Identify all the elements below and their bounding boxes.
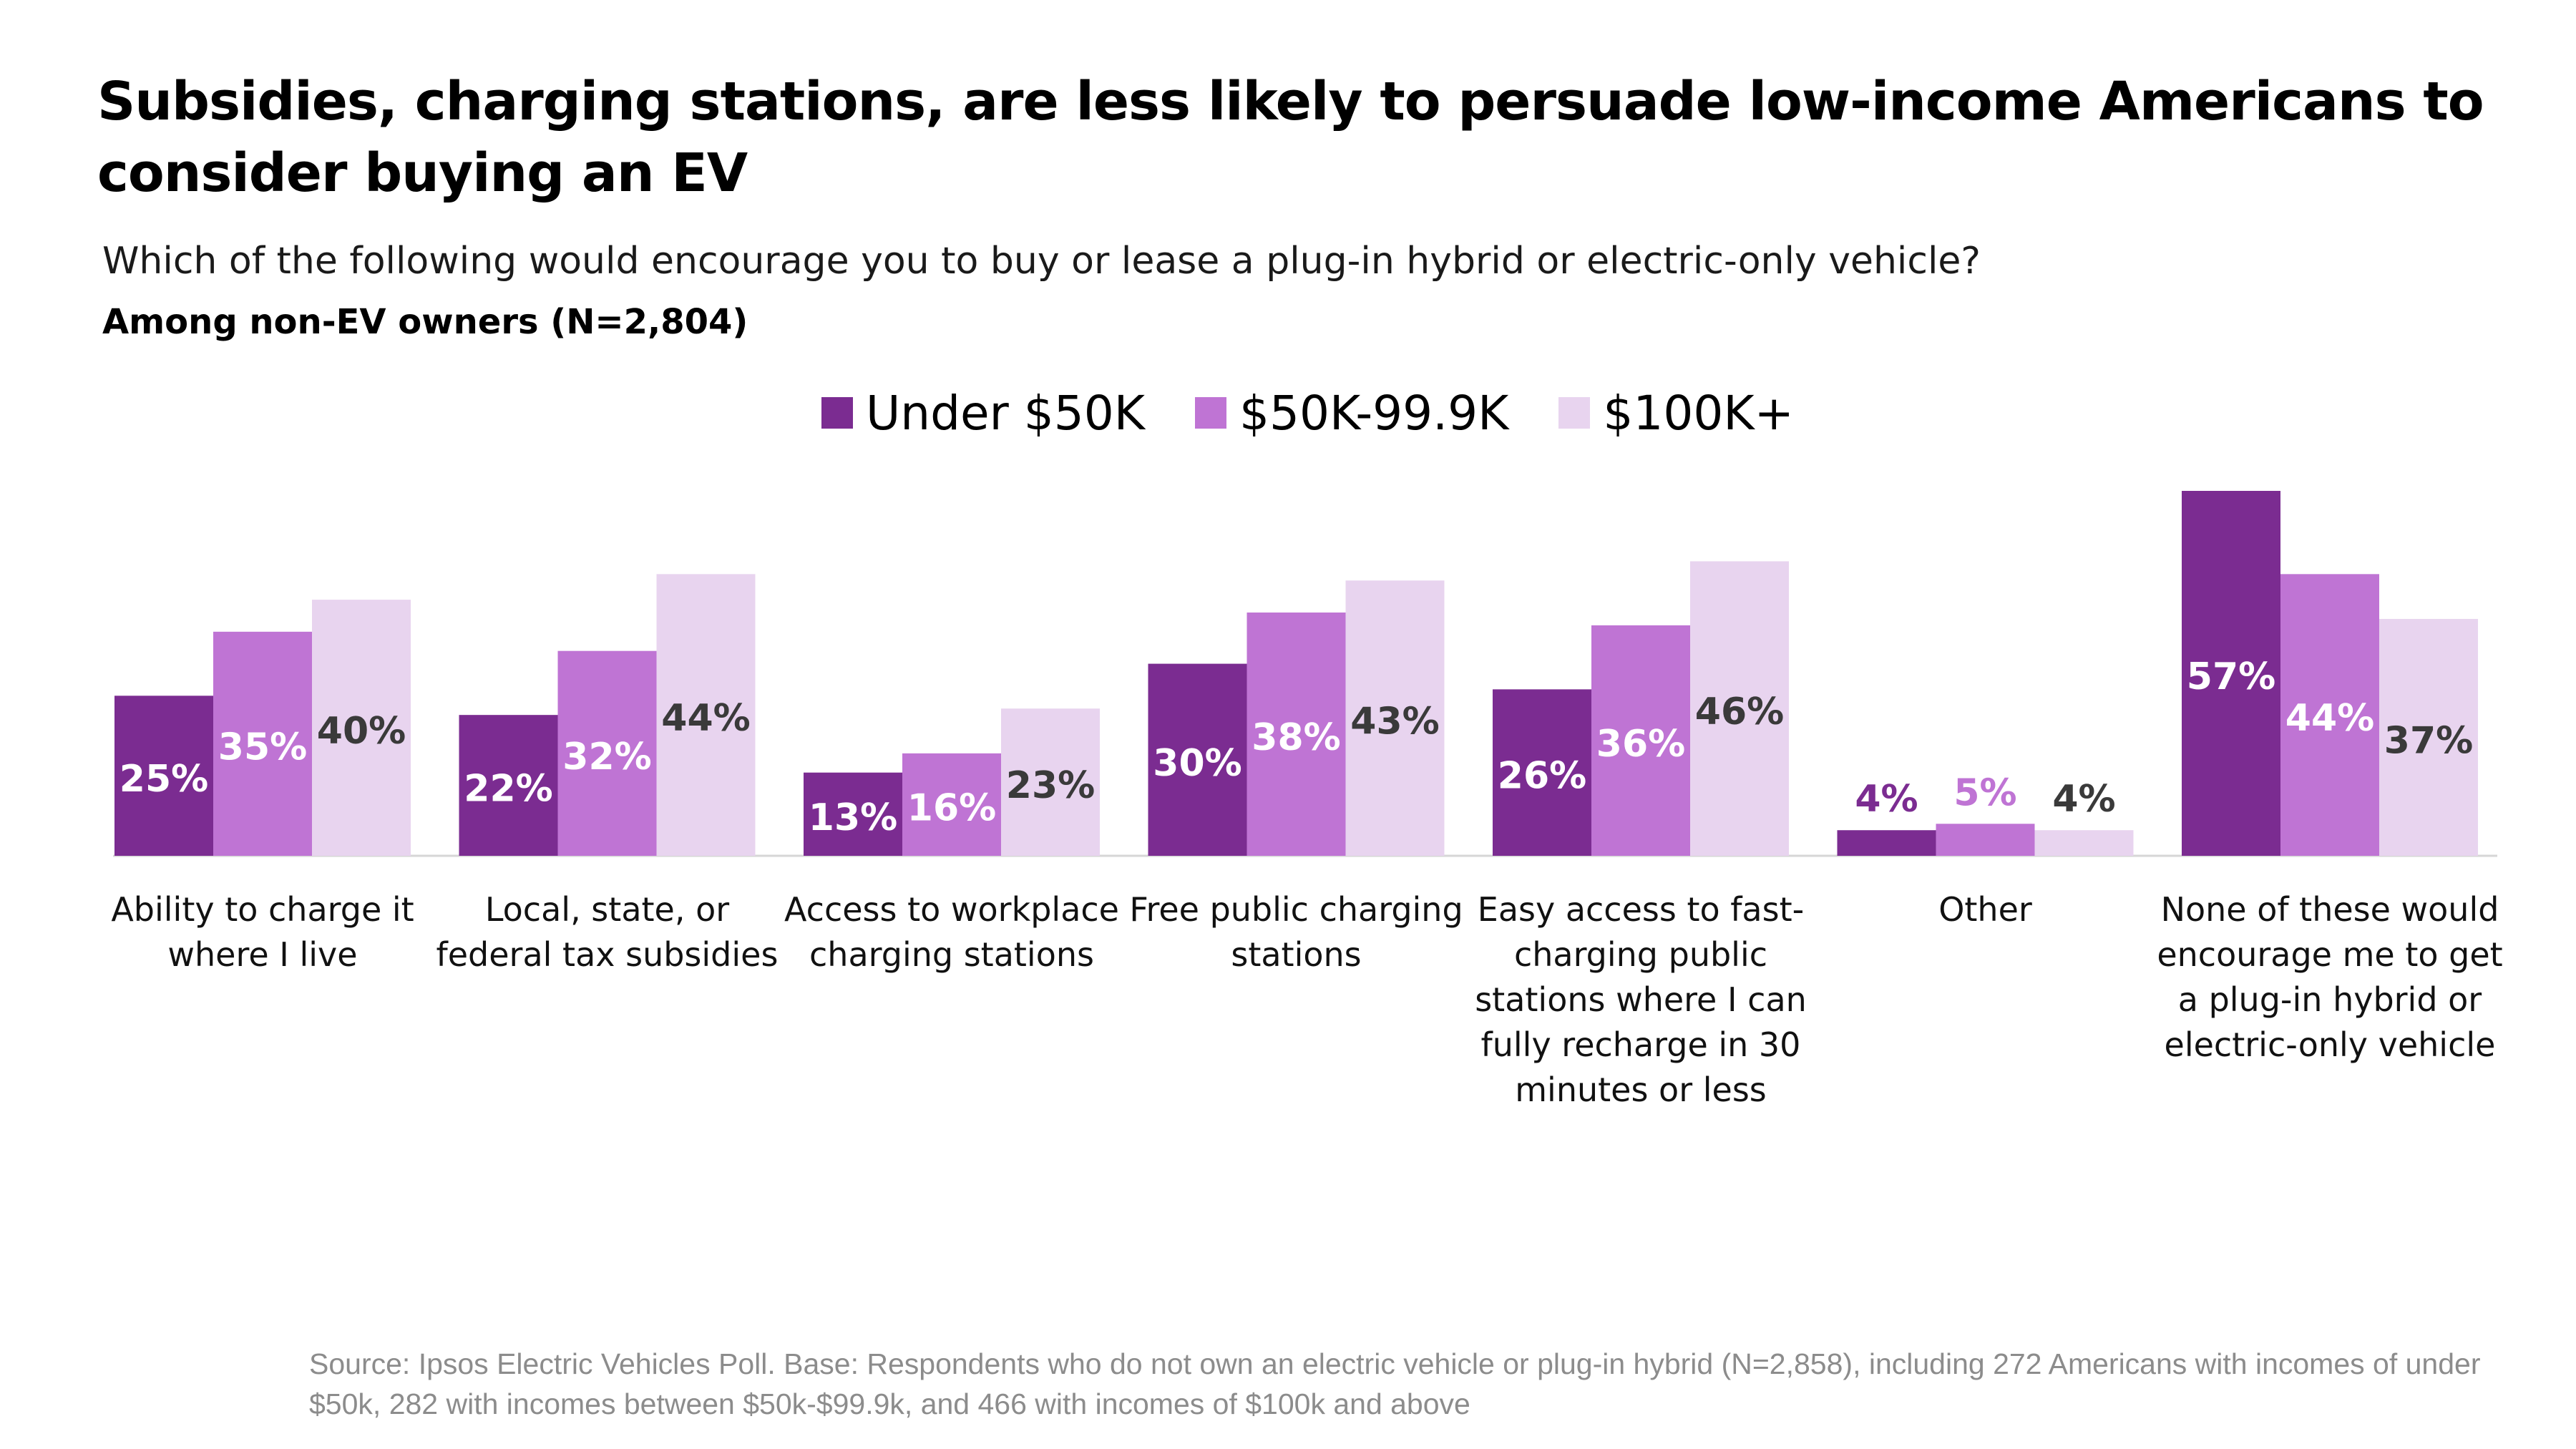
bar-3-7 [2379, 618, 2478, 856]
x-tick-label: Easy access to fast-charging public stati… [1475, 890, 1807, 1109]
data-label: 38% [1252, 716, 1340, 759]
legend-item-under-50k: Under $50K [821, 386, 1145, 441]
bar-3-2 [656, 574, 756, 856]
bar-1-6 [1837, 830, 1936, 856]
data-label: 43% [1350, 701, 1439, 743]
chart-base-note: Among non-EV owners (N=2,804) [102, 302, 748, 342]
bar-1-1 [114, 696, 213, 856]
data-label: 37% [2384, 719, 2473, 762]
legend-item-50k-99k: $50K-99.9K [1195, 386, 1508, 441]
data-label: 40% [317, 710, 406, 753]
data-label: 32% [562, 736, 651, 779]
legend-label: $50K-99.9K [1239, 385, 1509, 441]
data-label: 4% [2052, 778, 2115, 821]
x-tick-label: Ability to charge it where I live [111, 890, 414, 974]
source-note: Source: Ipsos Electric Vehicles Poll. Ba… [309, 1347, 2481, 1420]
data-label: 4% [1855, 778, 1918, 821]
bar-3-5 [1690, 561, 1789, 856]
x-tick-label: None of these would encourage me to get a … [2157, 890, 2502, 1064]
bar-1-4 [1148, 663, 1247, 856]
bar-2-3 [902, 753, 1001, 856]
data-label: 44% [2285, 697, 2374, 740]
x-tick-label: Access to workplace charging stations [784, 890, 1119, 974]
data-label: 22% [464, 768, 552, 811]
bar-3-4 [1345, 580, 1445, 856]
bar-2-7 [2280, 574, 2379, 856]
data-label: 16% [907, 786, 996, 829]
bar-2-2 [557, 650, 657, 856]
data-label: 30% [1153, 742, 1241, 785]
bar-3-6 [2034, 830, 2134, 856]
data-label: 36% [1596, 723, 1685, 766]
legend-label: Under $50K [866, 385, 1146, 441]
bar-2-4 [1246, 613, 1346, 856]
data-label: 57% [2187, 655, 2275, 698]
x-tick-label: Local, state, or federal tax subsidies [436, 890, 779, 974]
data-label: 5% [1953, 771, 2016, 814]
data-label: 26% [1498, 755, 1586, 798]
chart-question: Which of the following would encourage y… [102, 240, 1981, 283]
legend-item-100k-plus: $100K+ [1558, 386, 1794, 441]
bar-3-1 [312, 600, 411, 856]
legend-swatch [821, 397, 853, 429]
bar-3-3 [1001, 708, 1100, 856]
legend-label: $100K+ [1603, 385, 1794, 441]
bar-2-1 [213, 631, 312, 856]
data-label: 35% [218, 726, 307, 769]
bar-2-5 [1591, 625, 1690, 856]
chart-legend: Under $50K $50K-99.9K $100K+ [821, 381, 1794, 445]
data-label: 25% [119, 758, 208, 801]
data-label: 13% [809, 796, 897, 839]
legend-swatch [1195, 397, 1227, 429]
legend-swatch [1558, 397, 1591, 429]
bar-1-2 [459, 715, 558, 856]
x-tick-label: Free public charging stations [1129, 890, 1463, 974]
bar-1-5 [1493, 689, 1591, 856]
data-label: 46% [1695, 691, 1784, 733]
bar-1-7 [2182, 491, 2280, 856]
bar-1-3 [804, 772, 902, 856]
data-label: 23% [1006, 764, 1095, 807]
x-tick-label: Other [1938, 890, 2032, 929]
chart-title: Subsidies, charging stations, are less l… [97, 71, 2484, 204]
data-label: 44% [661, 697, 750, 740]
bar-2-6 [1936, 824, 2035, 856]
